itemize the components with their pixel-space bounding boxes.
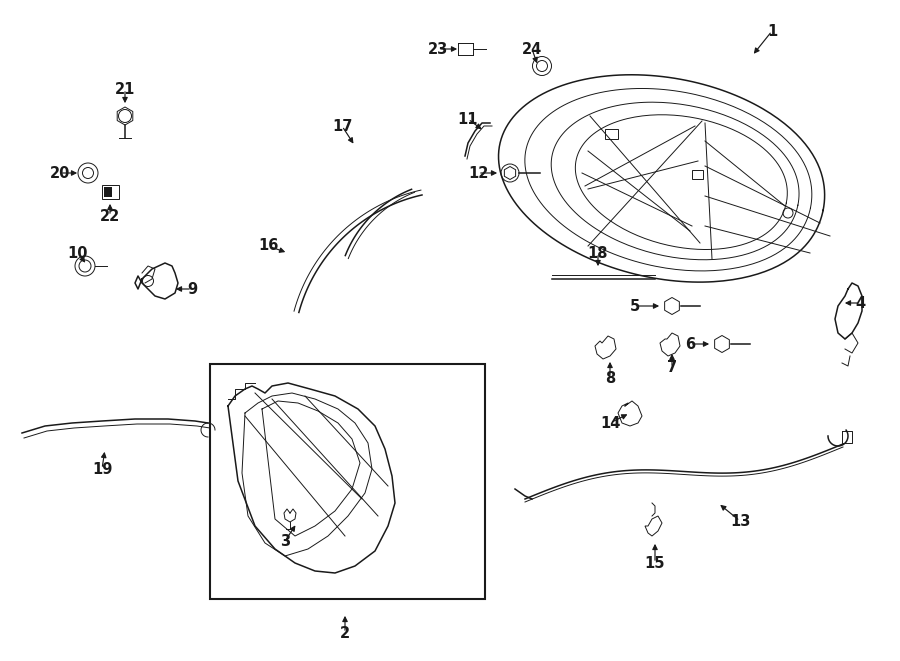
Text: 8: 8 <box>605 371 615 385</box>
Text: 18: 18 <box>588 245 608 260</box>
Text: 14: 14 <box>599 416 620 430</box>
Text: 5: 5 <box>630 299 640 313</box>
Bar <box>102 185 119 199</box>
Text: 23: 23 <box>428 42 448 56</box>
Polygon shape <box>595 336 616 359</box>
Text: 24: 24 <box>522 42 542 56</box>
Text: 21: 21 <box>115 81 135 97</box>
Text: 10: 10 <box>68 245 88 260</box>
Text: 11: 11 <box>458 112 478 126</box>
Text: 3: 3 <box>280 533 290 549</box>
Bar <box>692 170 703 179</box>
Text: 9: 9 <box>187 282 197 297</box>
Text: 6: 6 <box>685 336 695 352</box>
Text: 4: 4 <box>855 295 865 311</box>
Polygon shape <box>645 516 662 536</box>
Text: 12: 12 <box>468 165 488 180</box>
Text: 1: 1 <box>767 24 777 38</box>
Text: 7: 7 <box>667 360 677 375</box>
Bar <box>104 187 112 197</box>
Text: 16: 16 <box>257 239 278 254</box>
Bar <box>210 364 485 599</box>
Text: 22: 22 <box>100 208 120 223</box>
Polygon shape <box>660 333 680 356</box>
Text: 17: 17 <box>332 118 352 134</box>
Text: 2: 2 <box>340 625 350 641</box>
Text: 20: 20 <box>50 165 70 180</box>
Bar <box>605 129 618 139</box>
Text: 15: 15 <box>644 555 665 570</box>
Text: 13: 13 <box>730 514 751 529</box>
Text: 19: 19 <box>92 461 112 477</box>
